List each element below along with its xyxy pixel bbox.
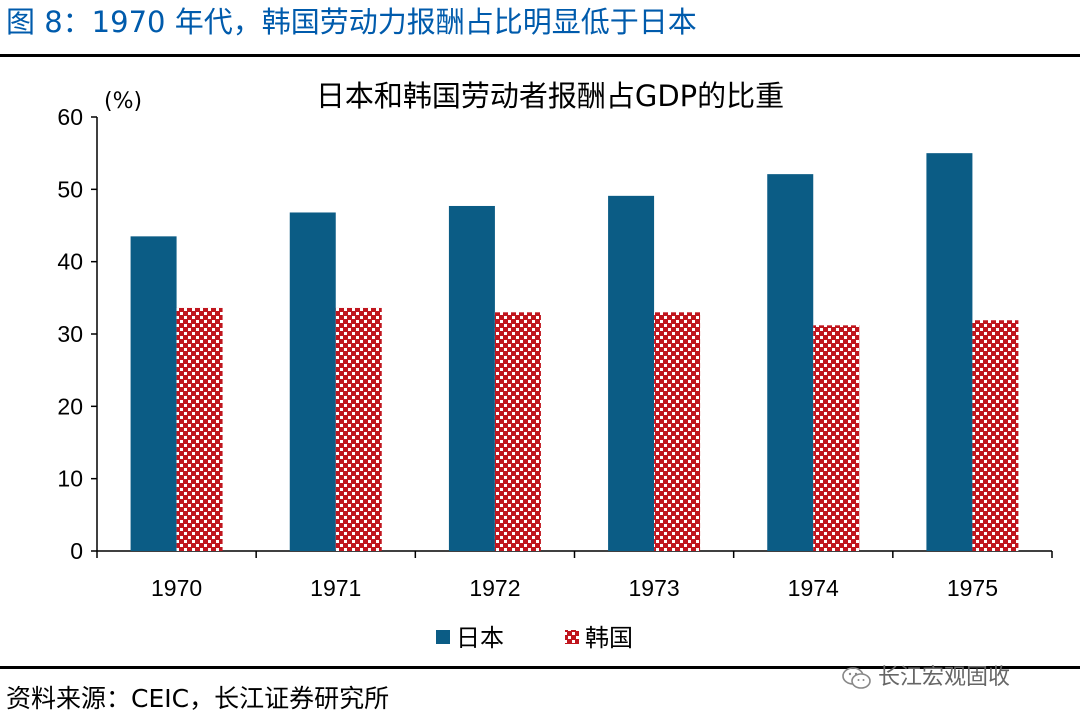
- bar-korea-1975: [972, 320, 1019, 551]
- x-tick-label: 1970: [151, 575, 202, 601]
- bar-japan-1975: [926, 153, 973, 551]
- chart-title: 日本和韩国劳动者报酬占GDP的比重: [316, 79, 784, 113]
- legend-label-korea: 韩国: [585, 624, 633, 652]
- bar-japan-1972: [448, 205, 495, 551]
- x-tick-label: 1973: [628, 575, 679, 601]
- bar-japan-1973: [608, 195, 655, 552]
- bar-japan-1971: [289, 212, 336, 552]
- legend: 日本 韩国: [436, 624, 633, 652]
- legend-swatch-japan: [436, 630, 450, 644]
- bar-japan-1970: [130, 236, 177, 551]
- x-tick-label: 1974: [788, 575, 839, 601]
- y-tick-label: 20: [57, 393, 83, 419]
- bar-korea-1973: [654, 312, 701, 551]
- source-note: 资料来源：CEIC，长江证券研究所: [6, 684, 390, 713]
- y-unit-label: (%): [104, 89, 142, 114]
- x-tick-label: 1975: [947, 575, 998, 601]
- bar-korea-1970: [176, 307, 223, 551]
- bar-japan-1974: [767, 174, 814, 551]
- wechat-icon: [842, 667, 871, 689]
- bottom-rule: [0, 666, 1080, 669]
- y-tick-label: 50: [57, 176, 83, 202]
- x-tick-label: 1972: [469, 575, 520, 601]
- x-tick-label: 1971: [310, 575, 361, 601]
- plot-area: 0 10 20 30 40 50 60 1970 1971 1972 1973 1974 1975: [57, 104, 1053, 601]
- bar-chart: 日本和韩国劳动者报酬占GDP的比重 (%) 0 10 20 30 40 50 60 1970 1…: [57, 79, 1053, 652]
- bar-korea-1971: [335, 307, 382, 551]
- y-tick-label: 40: [57, 249, 83, 275]
- legend-swatch-korea: [565, 630, 579, 644]
- figure-title: 图 8：1970 年代，韩国劳动力报酬占比明显低于日本: [6, 5, 697, 39]
- bar-korea-1972: [494, 312, 541, 551]
- legend-label-japan: 日本: [456, 624, 504, 652]
- watermark-text: 长江宏观固收: [878, 665, 1011, 690]
- y-tick-label: 30: [57, 321, 83, 347]
- watermark: 长江宏观固收: [842, 662, 1010, 694]
- top-rule: [0, 54, 1080, 57]
- y-tick-label: 60: [57, 104, 83, 130]
- bar-korea-1974: [813, 325, 860, 551]
- y-tick-label: 0: [70, 538, 83, 564]
- y-tick-label: 10: [57, 466, 83, 492]
